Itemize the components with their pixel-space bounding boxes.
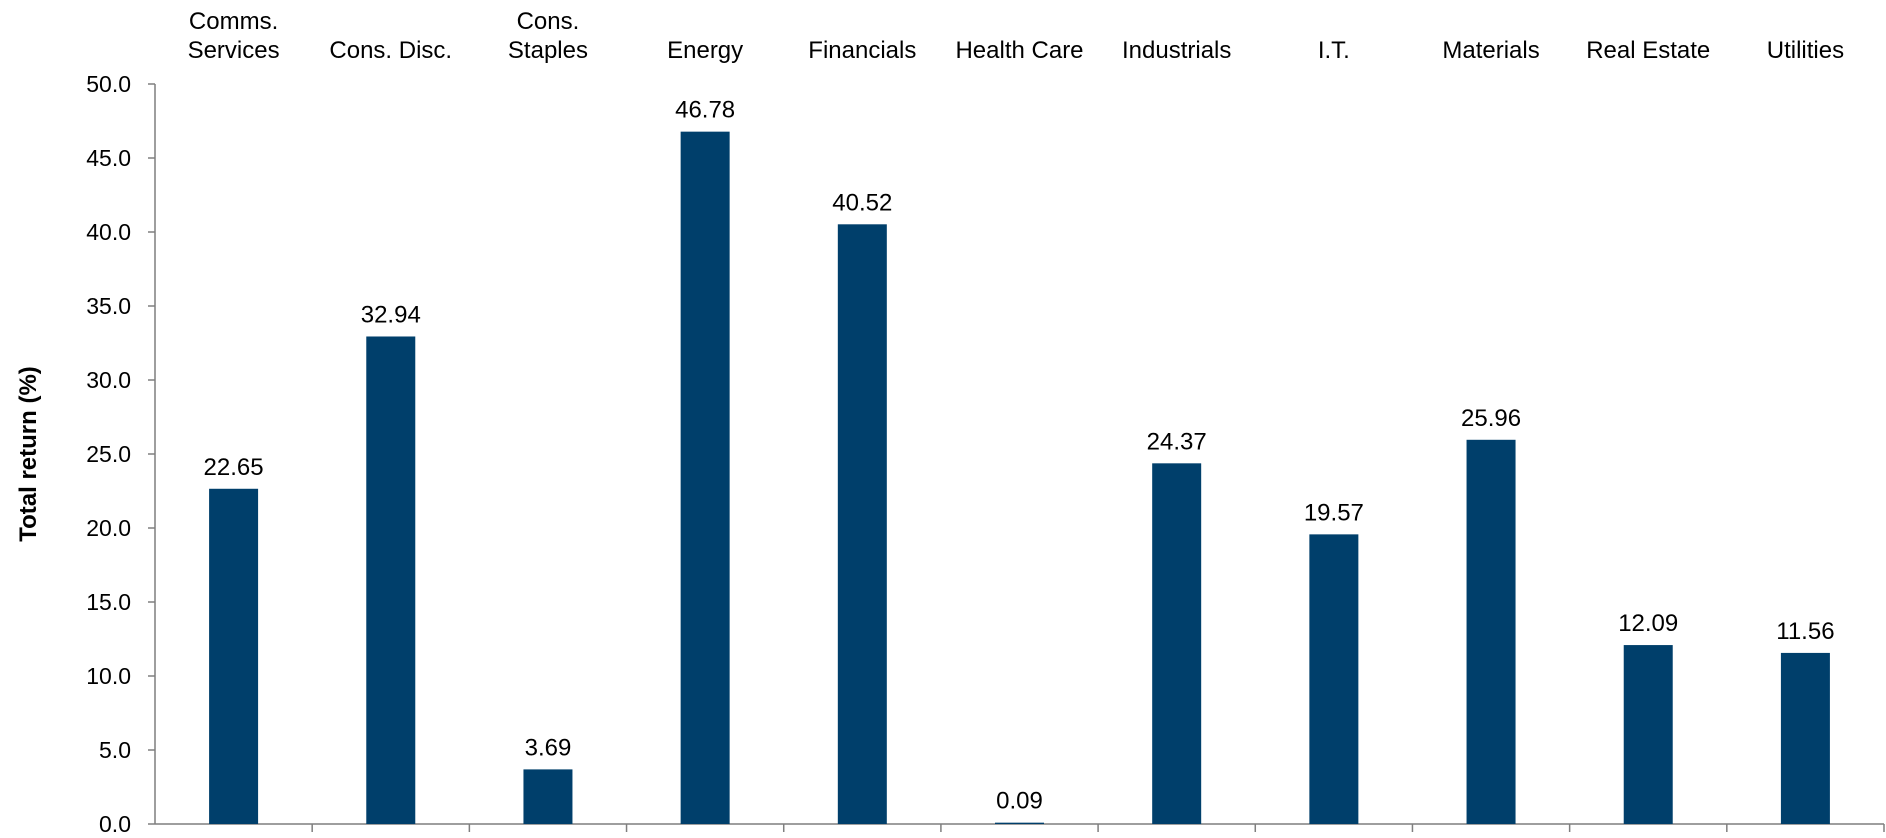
y-tick-label: 15.0 <box>86 589 131 615</box>
y-tick-label: 35.0 <box>86 293 131 319</box>
x-axis <box>155 823 1885 832</box>
y-axis: 0.0 5.0 10.0 15.0 20.0 25.0 30.0 35.0 40.0 45.0 50… <box>86 71 156 837</box>
data-label: 12.09 <box>1618 610 1678 637</box>
category-label: Industrials <box>1122 37 1231 64</box>
y-tick-label: 30.0 <box>86 367 131 393</box>
bars <box>209 131 1830 824</box>
data-label: 19.57 <box>1304 499 1364 526</box>
bar <box>366 336 416 824</box>
category-label: I.T. <box>1318 37 1350 64</box>
category-label: Services <box>188 37 280 64</box>
category-label: Health Care <box>955 37 1083 64</box>
y-tick-label: 0.0 <box>99 811 131 833</box>
data-label: 3.69 <box>525 734 572 761</box>
y-tick-label: 40.0 <box>86 219 131 245</box>
y-tick-label: 5.0 <box>99 737 131 763</box>
bar <box>995 822 1044 824</box>
data-label: 46.78 <box>675 97 735 124</box>
bar <box>1309 534 1359 824</box>
data-label: 25.96 <box>1461 405 1521 432</box>
bar <box>837 224 887 824</box>
bar <box>680 131 730 824</box>
data-label: 0.09 <box>996 788 1043 815</box>
category-labels: Comms.Services Cons. Disc. Cons.Staples Ene… <box>188 8 1845 64</box>
y-tick-label: 45.0 <box>86 145 131 171</box>
y-tick-label: 50.0 <box>86 71 131 97</box>
y-tick-label: 20.0 <box>86 515 131 541</box>
data-label: 24.37 <box>1147 428 1207 455</box>
bar <box>1623 645 1673 824</box>
y-axis-title: Total return (%) <box>15 366 42 542</box>
data-label: 11.56 <box>1776 618 1834 645</box>
bar <box>523 769 573 824</box>
category-label: Materials <box>1442 37 1539 64</box>
y-tick-label: 25.0 <box>86 441 131 467</box>
category-label: Staples <box>508 37 588 64</box>
bar <box>1152 463 1202 824</box>
bar <box>1466 439 1516 824</box>
data-label: 22.65 <box>204 454 264 481</box>
bar <box>209 488 259 824</box>
category-label: Cons. <box>517 8 580 35</box>
data-label: 40.52 <box>832 189 892 216</box>
category-label: Cons. Disc. <box>329 37 452 64</box>
y-tick-label: 10.0 <box>86 663 131 689</box>
category-label: Utilities <box>1767 37 1844 64</box>
category-label: Real Estate <box>1586 37 1710 64</box>
category-label: Comms. <box>189 8 278 35</box>
value-labels: 22.65 32.94 3.69 46.78 40.52 0.09 24.37 19.57 25… <box>204 97 1835 815</box>
bar <box>1780 652 1830 824</box>
category-label: Energy <box>667 37 743 64</box>
data-label: 32.94 <box>361 301 421 328</box>
category-label: Financials <box>808 37 916 64</box>
